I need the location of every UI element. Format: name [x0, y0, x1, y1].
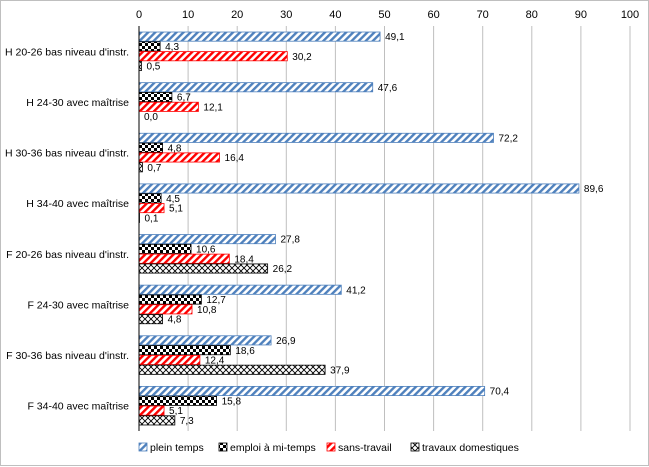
- category-label: F 24-30 avec maîtrise: [27, 299, 129, 311]
- data-label: 49,1: [385, 32, 405, 43]
- data-label: 15,8: [222, 396, 242, 407]
- data-label: 6,7: [177, 93, 191, 104]
- x-tick-label: 50: [378, 9, 390, 21]
- bar-travaux-domestiques: [139, 365, 325, 374]
- data-label: 30,2: [292, 52, 312, 63]
- data-label: 18,6: [235, 346, 255, 357]
- bar-emploi-mi-temps: [139, 42, 160, 51]
- bar-emploi-mi-temps: [139, 295, 201, 304]
- bar-sans-travail: [139, 203, 164, 212]
- bar-plein-temps: [139, 336, 271, 345]
- x-tick-label: 40: [329, 9, 341, 21]
- legend-swatch: [327, 443, 335, 451]
- legend: plein temps emploi à mi-temps sans-travail…: [139, 442, 519, 454]
- x-tick-label: 80: [526, 9, 538, 21]
- x-tick-label: 100: [621, 9, 639, 21]
- bar-plein-temps: [139, 133, 494, 142]
- bar-plein-temps: [139, 32, 380, 41]
- data-label: 12,4: [205, 356, 225, 367]
- data-label: 0,7: [147, 163, 161, 174]
- category-label: F 30-36 bas niveau d'instr.: [6, 350, 129, 362]
- category-labels: H 20-26 bas niveau d'instr. H 24-30 avec …: [5, 46, 129, 412]
- bar-sans-travail: [139, 406, 164, 415]
- bar-sans-travail: [139, 52, 287, 61]
- data-label: 72,2: [499, 133, 519, 144]
- data-label: 0,0: [144, 112, 158, 123]
- bar-sans-travail: [139, 254, 229, 263]
- x-axis-ticks: 0 10 20 30 40 50 60 70 80 90 100: [136, 9, 639, 21]
- legend-swatch: [219, 443, 227, 451]
- category-label: H 20-26 bas niveau d'instr.: [5, 46, 129, 58]
- legend-swatch: [139, 443, 147, 451]
- bar-emploi-mi-temps: [139, 346, 230, 355]
- data-label: 7,3: [180, 416, 194, 427]
- data-label: 27,8: [280, 235, 300, 246]
- data-label: 10,6: [196, 245, 216, 256]
- data-label: 18,4: [234, 254, 254, 265]
- data-label: 4,8: [168, 143, 182, 154]
- bar-plein-temps: [139, 235, 275, 244]
- bar-emploi-mi-temps: [139, 143, 163, 152]
- bar-emploi-mi-temps: [139, 244, 191, 253]
- bar-sans-travail: [139, 355, 200, 364]
- data-label: 0,5: [146, 62, 160, 73]
- legend-label: travaux domestiques: [422, 442, 519, 454]
- category-label: F 34-40 avec maîtrise: [27, 401, 129, 413]
- data-label: 26,9: [276, 336, 296, 347]
- x-tick-label: 90: [575, 9, 587, 21]
- bar-emploi-mi-temps: [139, 194, 161, 203]
- legend-swatch: [411, 443, 419, 451]
- data-label: 4,8: [168, 315, 182, 326]
- category-label: H 34-40 avec maîtrise: [26, 198, 129, 210]
- bar-plein-temps: [139, 386, 485, 395]
- x-tick-label: 30: [280, 9, 292, 21]
- legend-label: sans-travail: [338, 442, 392, 454]
- category-label: H 24-30 avec maîtrise: [26, 97, 129, 109]
- bar-travaux-domestiques: [139, 315, 163, 324]
- x-tick-label: 10: [182, 9, 194, 21]
- x-tick-label: 20: [231, 9, 243, 21]
- legend-label: emploi à mi-temps: [230, 442, 316, 454]
- bar-plein-temps: [139, 83, 373, 92]
- data-label: 70,4: [490, 387, 510, 398]
- data-label: 37,9: [330, 365, 350, 376]
- x-tick-label: 70: [477, 9, 489, 21]
- x-tick-label: 60: [427, 9, 439, 21]
- category-label: F 20-26 bas niveau d'instr.: [6, 249, 129, 261]
- bar-emploi-mi-temps: [139, 92, 172, 101]
- data-label: 5,1: [169, 204, 183, 215]
- legend-label: plein temps: [150, 442, 204, 454]
- bar-travaux-domestiques: [139, 163, 142, 172]
- bar-plein-temps: [139, 184, 579, 193]
- bar-sans-travail: [139, 305, 192, 314]
- data-label: 89,6: [584, 184, 604, 195]
- data-label: 16,4: [225, 153, 245, 164]
- data-label: 47,6: [378, 83, 398, 94]
- data-label: 41,2: [346, 285, 366, 296]
- data-label: 0,1: [144, 213, 158, 224]
- x-tick-label: 0: [136, 9, 142, 21]
- bar-emploi-mi-temps: [139, 396, 217, 405]
- category-label: H 30-36 bas niveau d'instr.: [5, 148, 129, 160]
- data-label: 12,1: [203, 102, 223, 113]
- data-label: 26,2: [273, 264, 293, 275]
- bar-plein-temps: [139, 285, 341, 294]
- data-label: 4,3: [165, 42, 179, 53]
- data-label: 10,8: [197, 305, 217, 316]
